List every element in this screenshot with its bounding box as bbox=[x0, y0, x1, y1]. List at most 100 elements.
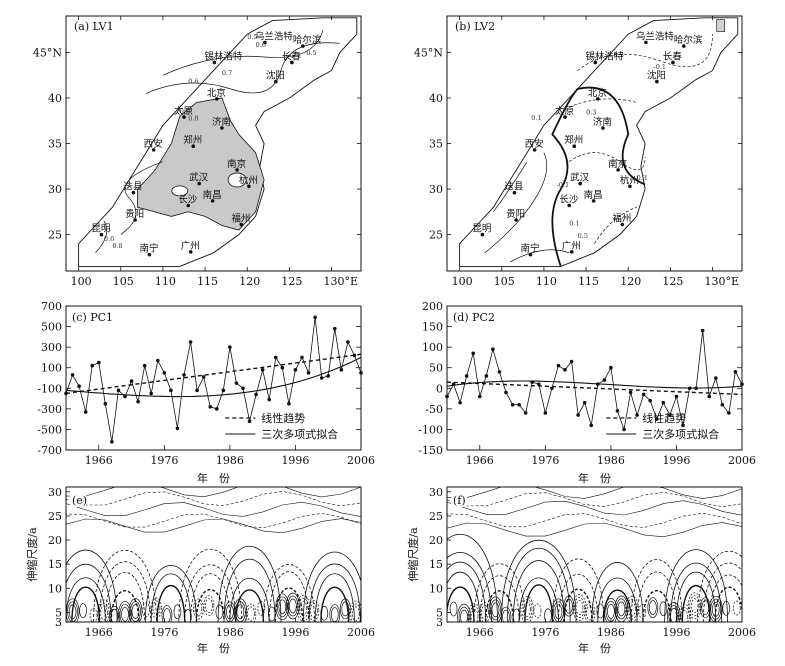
lon-tick-label: 110 bbox=[155, 275, 176, 288]
data-point bbox=[576, 413, 580, 417]
small-scale-contour bbox=[458, 606, 470, 622]
positive-contour bbox=[223, 559, 276, 622]
data-point bbox=[641, 392, 646, 397]
data-point bbox=[536, 382, 541, 386]
y-tick-label: 10 bbox=[48, 582, 62, 595]
negative-contour bbox=[636, 571, 677, 622]
small-scale-contour bbox=[309, 603, 318, 618]
data-point bbox=[83, 410, 88, 414]
data-point bbox=[681, 423, 685, 428]
negative-contour bbox=[262, 564, 315, 622]
city-label: 郑州 bbox=[564, 134, 583, 146]
data-point bbox=[169, 388, 173, 393]
y-tick-label: 700 bbox=[41, 300, 62, 313]
data-point bbox=[504, 390, 508, 395]
small-scale-contour bbox=[121, 606, 129, 622]
lon-tick-label: 120 bbox=[239, 275, 260, 288]
city-label: 南京 bbox=[227, 158, 246, 170]
data-point bbox=[254, 392, 258, 397]
lon-tick-label: 100 bbox=[71, 275, 92, 288]
y-tick-label: -300 bbox=[37, 403, 62, 416]
negative-contour bbox=[702, 562, 742, 622]
data-point bbox=[491, 347, 495, 352]
y-tick-label: -100 bbox=[37, 382, 62, 395]
y-tick-label: 150 bbox=[422, 321, 443, 334]
contour-label: 0.1 bbox=[569, 219, 579, 227]
x-tick-label: 1966 bbox=[85, 454, 113, 467]
small-scale-contour bbox=[348, 600, 361, 622]
title-backdrop bbox=[70, 493, 86, 507]
small-scale-contour bbox=[98, 602, 110, 622]
data-point bbox=[615, 409, 620, 413]
lon-tick-label: 100 bbox=[452, 275, 473, 288]
positive-contour bbox=[512, 560, 565, 622]
y-tick-label: 50 bbox=[429, 362, 443, 375]
x-tick-label: 1986 bbox=[597, 626, 625, 639]
city-marker bbox=[682, 44, 686, 48]
small-scale-contour bbox=[449, 601, 458, 617]
small-scale-contour bbox=[544, 608, 552, 622]
data-point bbox=[733, 370, 738, 374]
city-marker bbox=[616, 168, 620, 172]
small-scale-contour bbox=[512, 608, 521, 622]
panel-title: (c) PC1 bbox=[72, 311, 113, 324]
data-point bbox=[458, 400, 462, 405]
city-label: 南昌 bbox=[584, 189, 603, 201]
positive-contour bbox=[447, 571, 481, 622]
data-point bbox=[287, 401, 291, 406]
city-marker bbox=[210, 199, 215, 203]
y-tick-label: -150 bbox=[418, 444, 443, 457]
negative-contour bbox=[577, 34, 713, 71]
data-point bbox=[221, 388, 226, 393]
legend-poly-label: 三次多项式拟合 bbox=[642, 427, 719, 441]
small-scale-contour bbox=[572, 594, 587, 621]
negative-contour bbox=[630, 559, 683, 622]
data-point bbox=[569, 359, 574, 364]
city-marker bbox=[212, 60, 217, 65]
city-marker bbox=[563, 115, 567, 119]
small-scale-contour bbox=[276, 596, 288, 618]
small-scale-contour bbox=[479, 602, 491, 622]
data-point bbox=[720, 402, 725, 407]
data-point bbox=[628, 390, 633, 395]
positive-contour bbox=[66, 549, 118, 622]
small-scale-contour bbox=[89, 607, 98, 622]
city-label: 北京 bbox=[207, 87, 226, 99]
city-label: 南昌 bbox=[203, 189, 222, 201]
y-tick-label: 500 bbox=[41, 321, 62, 334]
x-axis-label: 年 份 bbox=[197, 641, 230, 655]
poly3-fit-line bbox=[65, 356, 362, 398]
lat-tick-label: 45°N bbox=[414, 46, 443, 59]
data-point bbox=[543, 411, 548, 415]
data-point bbox=[214, 407, 219, 411]
small-scale-contour bbox=[614, 595, 629, 622]
panel-title: (d) PC2 bbox=[453, 311, 495, 324]
small-scale-contour bbox=[680, 609, 689, 622]
city-label: 乌兰浩特 bbox=[255, 30, 294, 42]
city-label: 乌兰浩特 bbox=[636, 30, 675, 42]
contour-label: 0.8 bbox=[112, 242, 122, 250]
small-scale-contour bbox=[678, 606, 690, 622]
city-marker bbox=[290, 60, 294, 65]
small-scale-contour bbox=[267, 606, 276, 622]
small-scale-contour bbox=[638, 604, 647, 619]
city-label: 太原 bbox=[555, 105, 574, 117]
contour-label: 0.6 bbox=[256, 41, 266, 49]
city-marker bbox=[215, 97, 219, 101]
city-label: 南宁 bbox=[520, 243, 539, 255]
contour-label: 0.5 bbox=[247, 33, 257, 41]
y-tick-label: 0 bbox=[436, 382, 443, 395]
city-label: 沈阳 bbox=[266, 70, 285, 82]
city-marker bbox=[220, 126, 224, 130]
small-scale-contour bbox=[533, 603, 542, 619]
city-label: 长沙 bbox=[178, 193, 198, 205]
data-point bbox=[155, 358, 160, 363]
plot-frame bbox=[446, 305, 743, 451]
positive-contour bbox=[302, 551, 361, 622]
small-scale-contour bbox=[491, 602, 500, 618]
city-label: 贵阳 bbox=[125, 208, 144, 220]
poly3-fit-line bbox=[446, 380, 743, 389]
small-scale-contour bbox=[488, 596, 503, 622]
data-point bbox=[668, 413, 672, 417]
lat-tick-label: 45°N bbox=[33, 46, 62, 59]
